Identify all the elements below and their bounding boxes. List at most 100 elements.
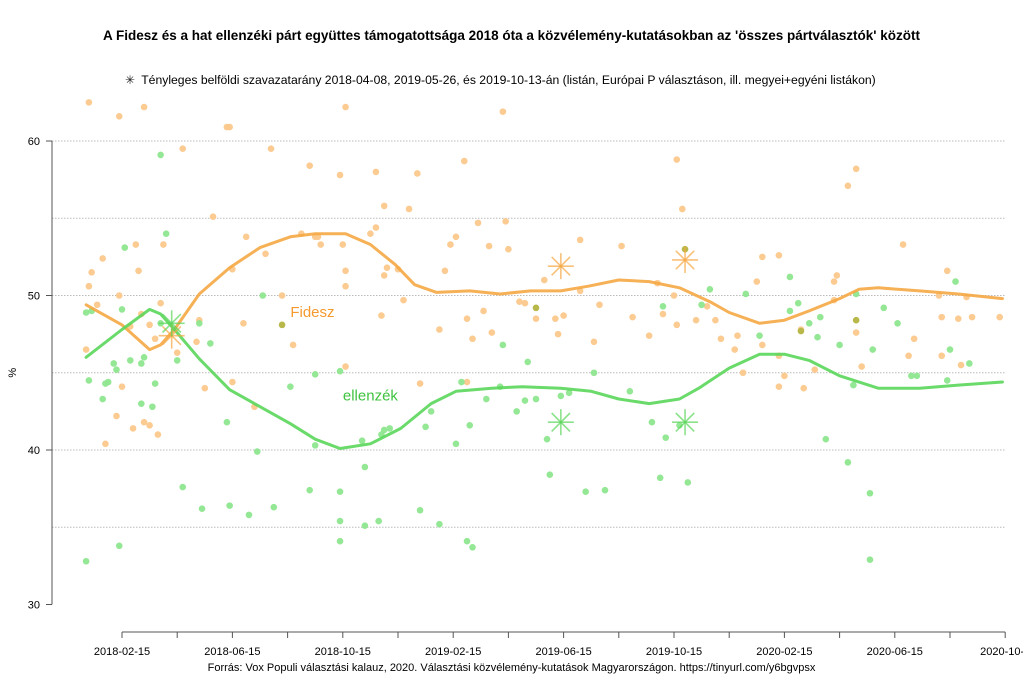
ellenzek-point xyxy=(195,320,203,327)
fidesz-point xyxy=(336,171,344,179)
fidesz-point xyxy=(844,182,852,190)
legend: ✳ Tényleges belföldi szavazatarány 2018-0… xyxy=(125,73,876,87)
ellenzek-point xyxy=(287,383,294,390)
fidesz-point xyxy=(734,332,741,339)
overlap-point xyxy=(852,316,860,324)
fidesz-actual-asterisk xyxy=(672,246,699,273)
ellenzek-point xyxy=(110,360,118,367)
fidesz-point xyxy=(502,218,509,225)
ellenzek-trend-line xyxy=(84,307,1004,450)
fidesz-label: Fidesz xyxy=(290,304,334,321)
fidesz-point xyxy=(118,383,126,390)
fidesz-point xyxy=(678,205,686,213)
fidesz-point xyxy=(317,241,325,248)
fidesz-point xyxy=(753,278,761,285)
fidesz-point xyxy=(469,335,476,343)
fidesz-point xyxy=(146,321,153,329)
fidesz-point xyxy=(342,282,349,290)
fidesz-point xyxy=(151,335,159,343)
overlap-point xyxy=(532,304,540,312)
fidesz-point xyxy=(452,233,460,241)
fidesz-point xyxy=(278,292,286,299)
actual-result-markers xyxy=(158,246,699,436)
fidesz-point xyxy=(554,330,562,338)
x-tick-label: 2020-02-15 xyxy=(756,646,812,658)
fidesz-point xyxy=(414,170,421,177)
ellenzek-point xyxy=(684,479,692,486)
ellenzek-point xyxy=(173,357,181,364)
ellenzek-point xyxy=(157,151,164,159)
ellenzek-point xyxy=(85,377,93,384)
ellenzek-point xyxy=(557,392,565,400)
ellenzek-point xyxy=(138,400,145,407)
ellenzek-point xyxy=(126,357,134,364)
fidesz-point xyxy=(852,165,860,173)
ellenzek-point xyxy=(207,340,214,347)
fidesz-point xyxy=(938,313,946,321)
fidesz-point xyxy=(115,292,123,299)
fidesz-point xyxy=(521,299,529,307)
ellenzek-point xyxy=(253,448,261,455)
fidesz-point xyxy=(372,168,380,176)
fidesz-point xyxy=(460,157,468,165)
fidesz-point xyxy=(367,230,374,237)
fidesz-point xyxy=(505,245,512,253)
fidesz-point xyxy=(516,298,523,305)
axes: 30 40 50 60% 2018-02-15 2018-06-15 2018-10-15 2… xyxy=(7,136,1023,658)
fidesz-point xyxy=(957,361,965,369)
x-tick-label: 2020-06-15 xyxy=(867,646,923,658)
ellenzek-point xyxy=(943,377,951,384)
fidesz-point xyxy=(703,303,711,310)
ellenzek-point xyxy=(543,435,551,443)
x-tick-label: 2019-02-15 xyxy=(425,646,481,658)
asterisk-stroke xyxy=(551,412,571,432)
fidesz-point xyxy=(996,313,1003,321)
fidesz-point xyxy=(405,205,413,213)
ellenzek-point xyxy=(336,517,344,525)
ellenzek-point xyxy=(311,442,319,449)
x-tick-label: 2018-10-15 xyxy=(315,646,371,658)
ellenzek-point xyxy=(380,426,388,434)
ellenzek-point xyxy=(582,488,589,496)
fidesz-point xyxy=(852,329,860,336)
ellenzek-point xyxy=(361,463,369,471)
ellenzek-actual-asterisk xyxy=(158,310,185,337)
x-tick-label: 2020-10-1 xyxy=(980,646,1023,658)
fidesz-point xyxy=(731,346,739,353)
ellenzek-point xyxy=(358,437,366,445)
ellenzek-point xyxy=(866,489,874,497)
fidesz-point xyxy=(781,372,788,380)
fidesz-point xyxy=(380,272,388,279)
ellenzek-point xyxy=(626,387,634,395)
fidesz-trend-line xyxy=(84,232,1004,352)
ellenzek-point xyxy=(179,483,187,491)
ellenzek-point xyxy=(822,435,830,443)
fidesz-point xyxy=(739,369,747,377)
fidesz-point xyxy=(173,349,181,356)
fidesz-point xyxy=(954,315,962,322)
fidesz-point xyxy=(201,384,209,392)
y-tick-label: 60 xyxy=(28,136,40,148)
fidesz-point xyxy=(968,313,976,321)
fidesz-point xyxy=(692,316,700,324)
fidesz-point xyxy=(135,267,142,275)
ellenzek-point xyxy=(756,332,763,339)
source-caption: Forrás: Vox Populi választási kalauz, 20… xyxy=(207,662,816,674)
fidesz-point xyxy=(576,236,584,244)
ellenzek-point xyxy=(590,369,598,377)
fidesz-point xyxy=(242,233,250,241)
ellenzek-point xyxy=(513,408,520,415)
fidesz-point xyxy=(532,315,540,322)
fidesz-point xyxy=(262,250,269,258)
fidesz-point xyxy=(240,320,247,327)
fidesz-point xyxy=(85,99,93,106)
ellenzek-point xyxy=(706,286,714,293)
fidesz-point xyxy=(811,366,819,373)
ellenzek-point xyxy=(659,303,667,310)
fidesz-point xyxy=(759,253,766,261)
fidesz-point xyxy=(858,363,865,370)
ellenzek-point xyxy=(452,440,460,448)
ellenzek-point xyxy=(336,367,344,375)
ellenzek-point xyxy=(866,556,874,563)
ellenzek-point xyxy=(648,418,656,426)
